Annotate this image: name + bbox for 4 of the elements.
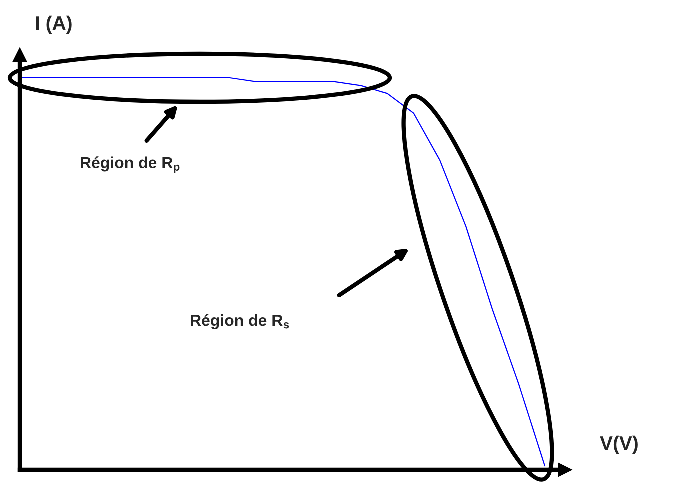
annotation: Région de R$_{p}$ <box>81 156 180 174</box>
x-axis-title: V(V) <box>600 436 638 454</box>
annotation: Région de R$_{s}$ <box>191 314 290 330</box>
y-axis-title: I (A) <box>36 16 72 34</box>
